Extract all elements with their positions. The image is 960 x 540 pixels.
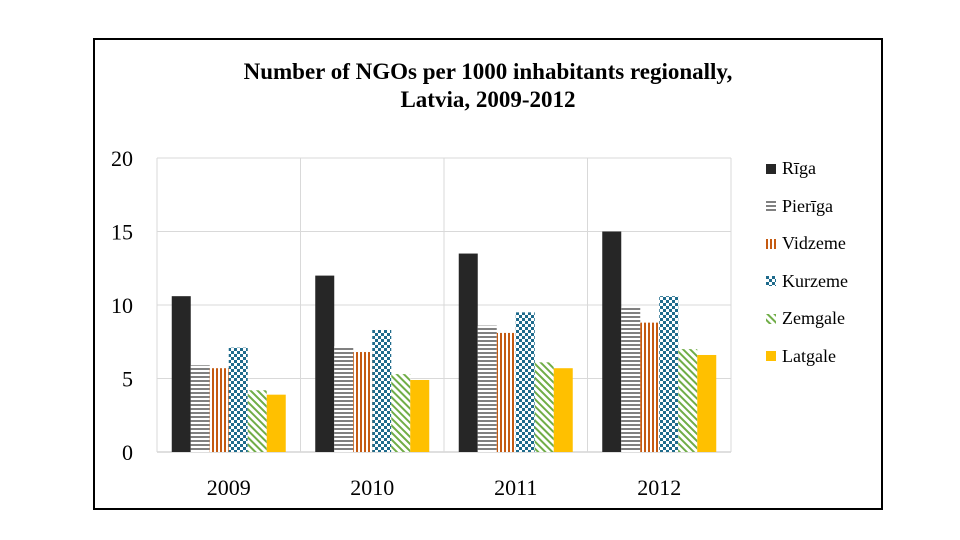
bar-pier-ga-2010 <box>334 346 354 452</box>
bar-latgale-2012 <box>697 354 717 452</box>
legend-item: Vidzeme <box>766 225 848 263</box>
bar-vidzeme-2012 <box>640 322 660 452</box>
y-tick-label: 10 <box>111 293 133 318</box>
bar-zemgale-2012 <box>678 349 698 452</box>
bar-latgale-2009 <box>266 394 286 452</box>
legend-item: Latgale <box>766 338 848 376</box>
legend-swatch <box>766 201 776 212</box>
bar-vidzeme-2011 <box>496 332 516 452</box>
chart-title-line-1: Number of NGOs per 1000 inhabitants regi… <box>243 59 733 84</box>
legend-item: Zemgale <box>766 300 848 338</box>
legend-swatch <box>766 163 776 174</box>
legend-item: Rīga <box>766 150 848 188</box>
bar-latgale-2010 <box>410 379 430 452</box>
bar-zemgale-2010 <box>391 374 411 452</box>
bar-zemgale-2009 <box>247 390 267 452</box>
legend-swatch <box>766 351 776 362</box>
chart-title-line-2: Latvia, 2009-2012 <box>400 87 576 112</box>
chart-title: Number of NGOs per 1000 inhabitants regi… <box>93 58 883 114</box>
legend-label: Zemgale <box>782 308 845 329</box>
legend-label: Rīga <box>782 158 816 179</box>
legend-item: Kurzeme <box>766 263 848 301</box>
y-tick-label: 15 <box>111 220 133 245</box>
bar-kurzeme-2009 <box>228 347 248 452</box>
bar-r-ga-2011 <box>458 253 478 452</box>
bar-kurzeme-2010 <box>372 329 392 452</box>
legend-label: Vidzeme <box>782 233 846 254</box>
legend-swatch <box>766 276 776 287</box>
bar-pier-ga-2011 <box>477 325 497 452</box>
bar-vidzeme-2009 <box>209 368 229 452</box>
legend-label: Latgale <box>782 345 836 366</box>
legend-swatch <box>766 238 776 249</box>
bar-vidzeme-2010 <box>353 352 373 452</box>
x-tick-label: 2009 <box>207 475 251 500</box>
bar-kurzeme-2012 <box>659 296 679 452</box>
bar-r-ga-2012 <box>602 231 622 452</box>
legend-label: Pierīga <box>782 195 833 216</box>
bar-r-ga-2009 <box>171 296 191 452</box>
x-tick-label: 2012 <box>637 475 681 500</box>
legend-item: Pierīga <box>766 188 848 226</box>
y-tick-label: 5 <box>122 367 133 392</box>
bar-r-ga-2010 <box>315 275 335 452</box>
bar-zemgale-2011 <box>534 362 554 452</box>
bar-pier-ga-2009 <box>190 365 210 452</box>
legend-swatch <box>766 313 776 324</box>
chart-legend: Rīga Pierīga Vidzeme Kurzeme Zemgale Latgale <box>766 150 848 375</box>
y-tick-label: 0 <box>122 440 133 465</box>
bar-pier-ga-2012 <box>621 307 641 452</box>
bar-latgale-2011 <box>553 368 573 452</box>
x-tick-label: 2011 <box>494 475 537 500</box>
y-tick-label: 20 <box>111 146 133 171</box>
x-tick-label: 2010 <box>350 475 394 500</box>
bar-kurzeme-2011 <box>515 312 535 452</box>
legend-label: Kurzeme <box>782 270 848 291</box>
